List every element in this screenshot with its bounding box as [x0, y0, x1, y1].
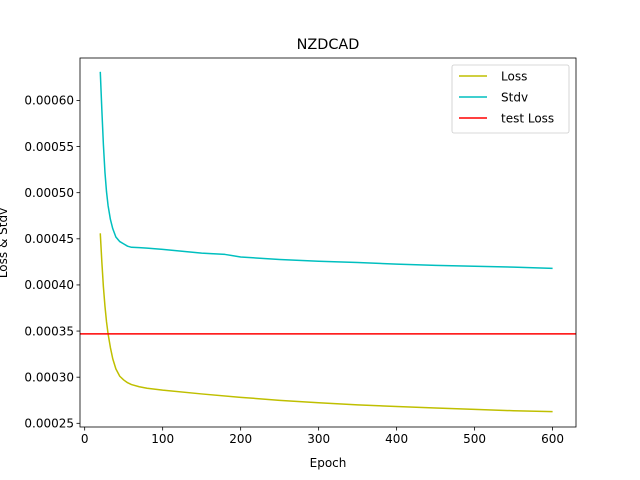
series-group	[80, 71, 576, 413]
x-tick-label: 300	[307, 432, 330, 446]
plot-area	[80, 71, 576, 413]
x-tick-label: 500	[463, 432, 486, 446]
axes-frame	[79, 57, 577, 428]
legend-label-stdv: Stdv	[501, 90, 528, 104]
legend: Loss Stdv test Loss	[451, 64, 570, 134]
y-tick-label: 0.00050	[24, 186, 74, 200]
series-line-stdv	[99, 71, 553, 270]
chart-title: NZDCAD	[297, 37, 360, 53]
x-tick-label: 100	[151, 432, 174, 446]
x-axis-label: Epoch	[310, 456, 347, 470]
y-tick-label: 0.00045	[24, 232, 74, 246]
x-tick-label: 400	[385, 432, 408, 446]
axes: 0 100 200 300 400 500 600 0.00025 0.00030 0.00035…	[24, 57, 577, 446]
legend-label-loss: Loss	[501, 69, 527, 83]
x-tick-label: 0	[81, 432, 89, 446]
y-axis-label: Loss & Stdv	[0, 208, 10, 278]
legend-box	[451, 64, 570, 134]
y-tick-label: 0.00060	[24, 94, 74, 108]
y-tick-label: 0.00040	[24, 278, 74, 292]
x-tick-label: 200	[229, 432, 252, 446]
series-line-loss	[99, 233, 553, 413]
y-tick-label: 0.00030	[24, 370, 74, 384]
y-tick-label: 0.00025	[24, 417, 74, 431]
x-tick-label: 600	[541, 432, 564, 446]
y-tick-label: 0.00035	[24, 324, 74, 338]
y-tick-label: 0.00055	[24, 140, 74, 154]
legend-label-test-loss: test Loss	[501, 111, 554, 125]
